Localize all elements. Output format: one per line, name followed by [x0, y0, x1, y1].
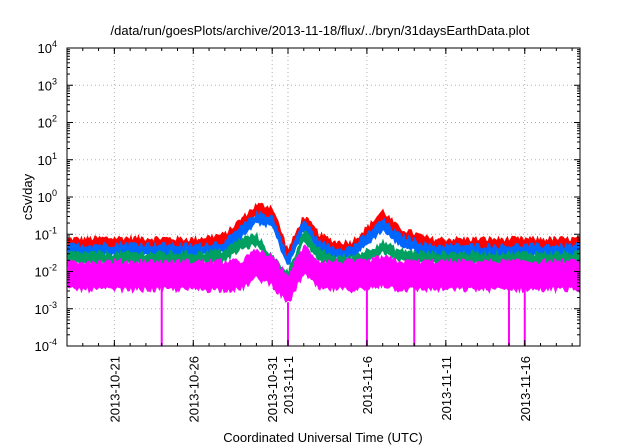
x-tick-label: 2013-10-26 [186, 356, 201, 423]
x-axis-label: Coordinated Universal Time (UTC) [223, 430, 422, 445]
x-tick-label: 2013-11-16 [518, 356, 533, 422]
x-tick-label: 2013-11-6 [360, 356, 375, 414]
chart-title: /data/run/goesPlots/archive/2013-11-18/f… [111, 23, 530, 38]
x-tick-label: 2013-10-21 [107, 356, 122, 423]
y-tick-label: 10-4 [35, 337, 57, 354]
y-tick-label: 10-2 [35, 263, 57, 280]
y-tick-label: 104 [38, 39, 57, 56]
y-tick-label: 103 [38, 76, 57, 93]
x-tick-label: 2013-11-11 [439, 356, 454, 421]
y-tick-label: 100 [38, 188, 57, 205]
x-ticks: 2013-10-21 2013-10-26 2013-10-31 2013-11-1 2… [66, 48, 573, 423]
series-layer [67, 202, 580, 346]
y-tick-label: 10-3 [35, 300, 57, 317]
grid [67, 48, 580, 346]
y-tick-label: 10-1 [35, 225, 57, 242]
y-tick-label: 102 [38, 114, 57, 131]
x-tick-label: 2013-11-1 [281, 356, 296, 414]
y-axis-label: cSv/day [20, 173, 35, 220]
plot-frame [66, 47, 581, 347]
x-tick-label: 2013-10-31 [265, 356, 280, 423]
y-tick-label: 101 [38, 151, 57, 168]
